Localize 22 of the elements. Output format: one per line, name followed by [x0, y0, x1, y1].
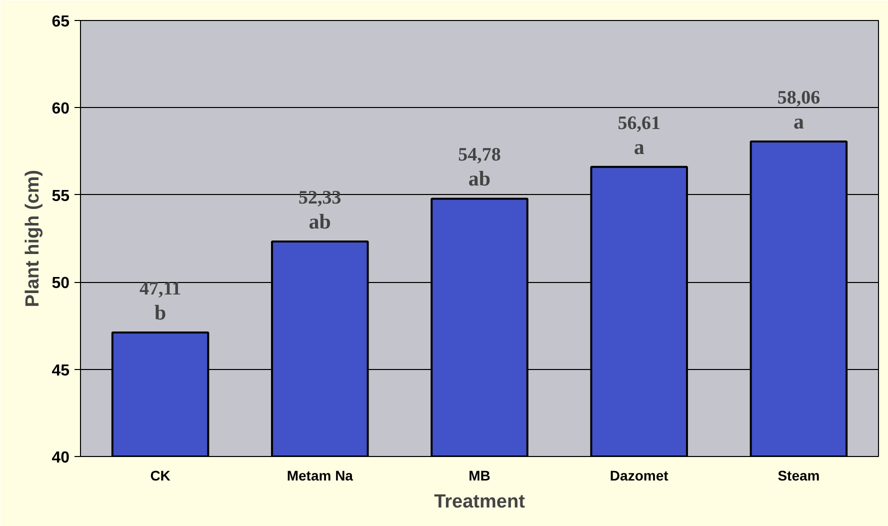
x-tick-label: Steam — [778, 468, 820, 484]
y-tick-label: 50 — [52, 275, 70, 292]
y-tick-label: 40 — [52, 450, 70, 466]
data-label: 54,78 — [458, 144, 501, 166]
annotation: a — [634, 134, 645, 159]
x-tick-label: CK — [150, 468, 170, 484]
data-label: 47,11 — [139, 278, 182, 300]
annotation: ab — [468, 166, 491, 191]
x-axis-title: Treatment — [434, 492, 526, 512]
y-tick-label: 45 — [52, 362, 70, 380]
x-tick-label: MB — [468, 468, 490, 484]
annotation: a — [793, 110, 804, 134]
annotation: ab — [308, 209, 331, 234]
annotation: b — [154, 300, 166, 324]
x-tick-label: Dazomet — [610, 468, 669, 484]
y-tick-label: 55 — [52, 188, 70, 205]
x-tick-label: Metam Na — [286, 468, 354, 484]
y-axis-title: Plant high (cm) — [22, 170, 44, 308]
y-tick-label: 60 — [52, 100, 70, 118]
y-tick-label: 65 — [52, 14, 70, 30]
data-label: 58,06 — [777, 88, 820, 109]
data-label: 56,61 — [618, 112, 660, 134]
